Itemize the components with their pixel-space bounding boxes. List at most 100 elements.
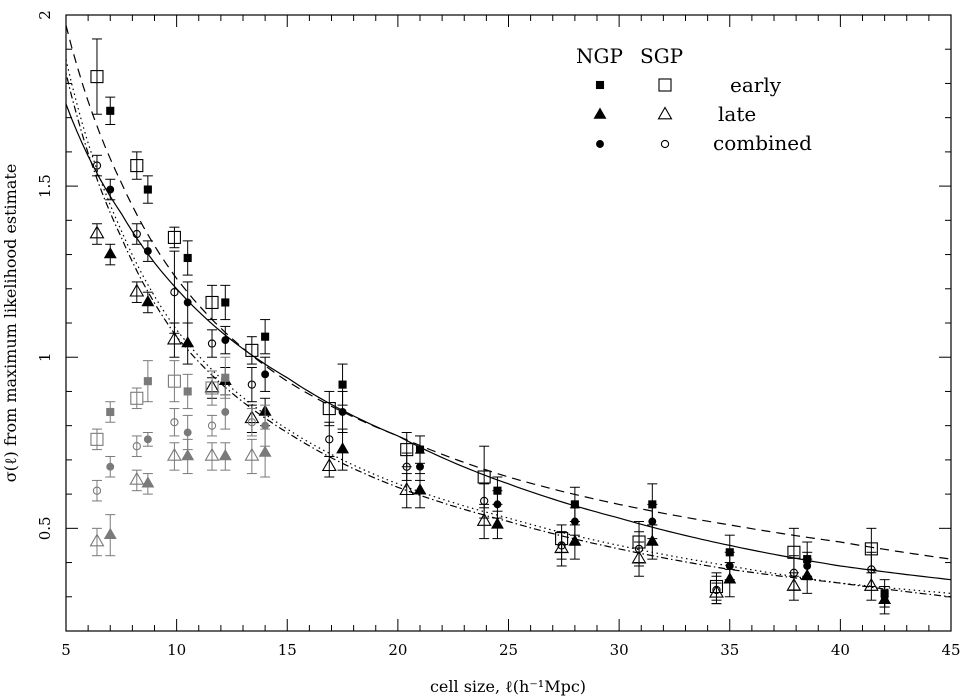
legend-marker-open-square <box>658 78 672 92</box>
point-faint-open-circle <box>132 442 141 451</box>
point-open-circle <box>92 161 102 170</box>
point-faint-open-square <box>130 391 144 405</box>
point-filled-square <box>261 332 270 341</box>
point-open-circle <box>634 544 644 554</box>
legend-marker-filled-circle <box>596 140 604 148</box>
point-filled-triangle <box>568 534 582 546</box>
point-faint-filled-circle <box>106 462 115 471</box>
point-open-circle <box>402 462 411 471</box>
point-filled-circle <box>338 408 347 416</box>
x-tick-label: 35 <box>720 641 739 659</box>
point-open-circle <box>247 380 256 389</box>
point-open-square <box>477 470 491 484</box>
point-open-triangle <box>321 458 337 472</box>
point-faint-filled-square <box>106 407 115 417</box>
point-faint-filled-triangle <box>218 448 232 461</box>
legend-marker-open-triangle <box>657 106 673 120</box>
legend-marker-filled-square <box>595 80 605 90</box>
point-faint-filled-square <box>183 387 192 396</box>
legend-header-sgp: SGP <box>640 44 683 68</box>
point-filled-circle <box>803 562 812 570</box>
x-tick-label: 45 <box>941 641 960 659</box>
point-filled-square <box>415 445 425 454</box>
point-open-circle <box>132 229 141 239</box>
legend-label-early: early <box>730 73 782 97</box>
point-filled-circle <box>106 185 115 194</box>
point-open-triangle <box>129 283 145 297</box>
point-filled-circle <box>221 336 230 345</box>
point-faint-filled-triangle <box>181 448 195 461</box>
point-filled-circle <box>648 517 657 526</box>
point-filled-square <box>338 380 347 389</box>
point-faint-filled-circle <box>183 428 192 437</box>
point-open-square <box>90 70 104 84</box>
point-faint-filled-triangle <box>258 445 272 457</box>
point-faint-open-square <box>90 432 104 446</box>
point-faint-filled-triangle <box>141 476 155 488</box>
point-faint-filled-circle <box>143 435 152 444</box>
point-filled-circle <box>143 247 152 256</box>
point-open-circle <box>712 585 721 595</box>
point-faint-filled-circle <box>221 408 230 416</box>
point-open-circle <box>557 541 566 550</box>
point-filled-square <box>183 253 192 263</box>
x-tick-label: 5 <box>61 641 71 659</box>
point-open-square <box>245 343 259 357</box>
y-axis-title: σ(ℓ) from maximum likelihood estimate <box>1 164 20 483</box>
curve-dotted <box>65 59 952 594</box>
point-filled-square <box>221 298 230 307</box>
curve-dashed <box>65 25 952 560</box>
axis-ticks: 5 10 15 20 25 30 35 40 45 0.5 1 1.5 2 <box>36 10 961 659</box>
x-tick-label: 25 <box>499 641 518 659</box>
legend-marker-open-circle <box>660 139 670 149</box>
point-faint-filled-triangle <box>103 527 117 539</box>
point-open-square <box>167 230 181 244</box>
point-filled-square <box>570 500 579 509</box>
point-open-triangle <box>166 331 182 345</box>
point-filled-square <box>143 185 152 194</box>
point-filled-circle <box>183 298 192 307</box>
point-faint-open-circle <box>247 418 256 427</box>
legend-label-late: late <box>718 102 756 126</box>
x-tick-label: 20 <box>388 641 407 659</box>
point-faint-open-triangle <box>166 447 182 461</box>
point-open-circle <box>325 435 334 444</box>
point-faint-open-triangle <box>129 471 145 485</box>
point-filled-square <box>106 106 115 115</box>
point-faint-open-square <box>205 381 219 395</box>
point-open-circle <box>789 568 799 577</box>
curve-dotdash <box>65 73 952 598</box>
point-filled-circle <box>725 562 734 570</box>
x-tick-label: 15 <box>278 641 297 659</box>
point-open-square <box>130 159 144 173</box>
point-filled-triangle <box>413 483 427 495</box>
data-points <box>89 38 892 615</box>
point-faint-filled-circle <box>261 421 270 430</box>
x-axis-title: cell size, ℓ(h⁻¹Mpc) <box>430 677 586 696</box>
x-tick-label: 30 <box>610 641 629 659</box>
legend-header-ngp: NGP <box>576 44 623 68</box>
point-open-circle <box>207 339 217 348</box>
point-open-square <box>322 402 336 416</box>
point-filled-triangle <box>181 336 195 348</box>
point-filled-circle <box>261 370 270 379</box>
point-faint-open-circle <box>92 486 102 495</box>
model-curves <box>65 25 952 598</box>
point-faint-open-triangle <box>89 533 105 547</box>
point-filled-circle <box>493 500 502 509</box>
point-filled-circle <box>570 517 579 526</box>
plot-frame <box>65 14 952 632</box>
curve-solid <box>65 103 952 581</box>
point-faint-filled-square <box>143 377 152 386</box>
y-tick-label: 0.5 <box>36 516 54 540</box>
point-open-triangle <box>89 225 105 239</box>
point-open-triangle <box>476 512 492 526</box>
legend-label-combined: combined <box>713 131 812 155</box>
point-filled-circle <box>880 592 889 601</box>
point-filled-triangle <box>336 442 350 454</box>
point-faint-open-square <box>167 374 181 388</box>
point-faint-open-circle <box>207 421 217 430</box>
x-tick-label: 10 <box>167 641 186 659</box>
point-faint-open-triangle <box>244 447 260 461</box>
x-tick-label: 40 <box>831 641 850 659</box>
